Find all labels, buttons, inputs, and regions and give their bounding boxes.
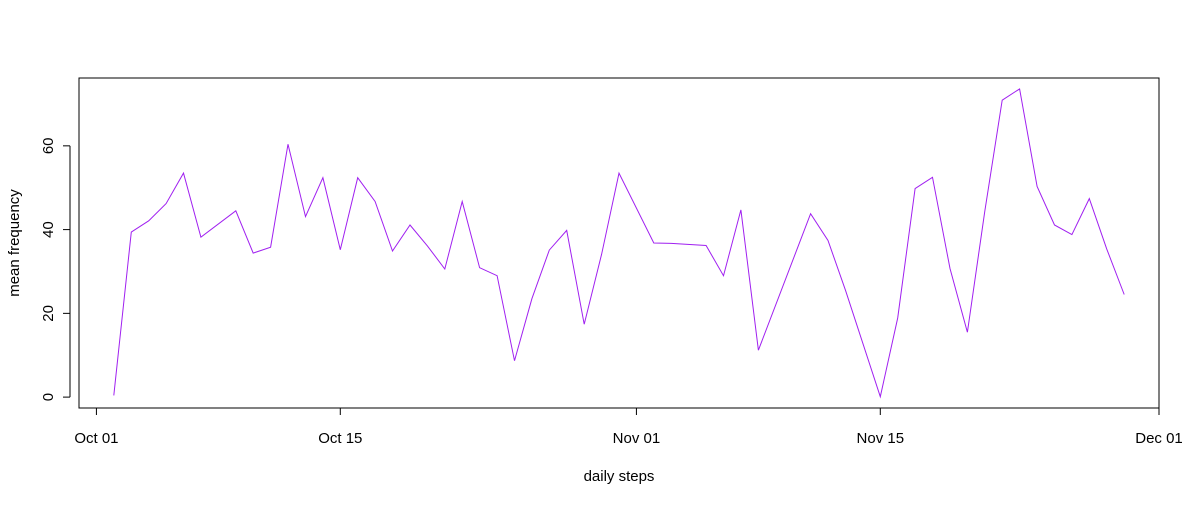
x-tick-label: Nov 01 (613, 430, 661, 447)
x-tick-label: Nov 15 (857, 430, 905, 447)
x-axis-label: daily steps (584, 468, 655, 485)
x-tick-label: Dec 01 (1135, 430, 1183, 447)
y-tick-label: 20 (40, 305, 57, 322)
plot-box (78, 77, 1160, 409)
x-tick-label: Oct 01 (74, 430, 118, 447)
x-tick-label: Oct 15 (318, 430, 362, 447)
x-axis: Oct 01 Oct 15 Nov 01 Nov 15 Dec 01 (74, 407, 1183, 447)
y-tick-label: 60 (40, 137, 57, 154)
series-line (113, 88, 1125, 399)
y-tick-label: 0 (40, 393, 57, 401)
y-axis-label: mean frequency (6, 189, 23, 297)
y-tick-label: 40 (40, 221, 57, 238)
y-axis: 0 20 40 60 (40, 137, 71, 401)
